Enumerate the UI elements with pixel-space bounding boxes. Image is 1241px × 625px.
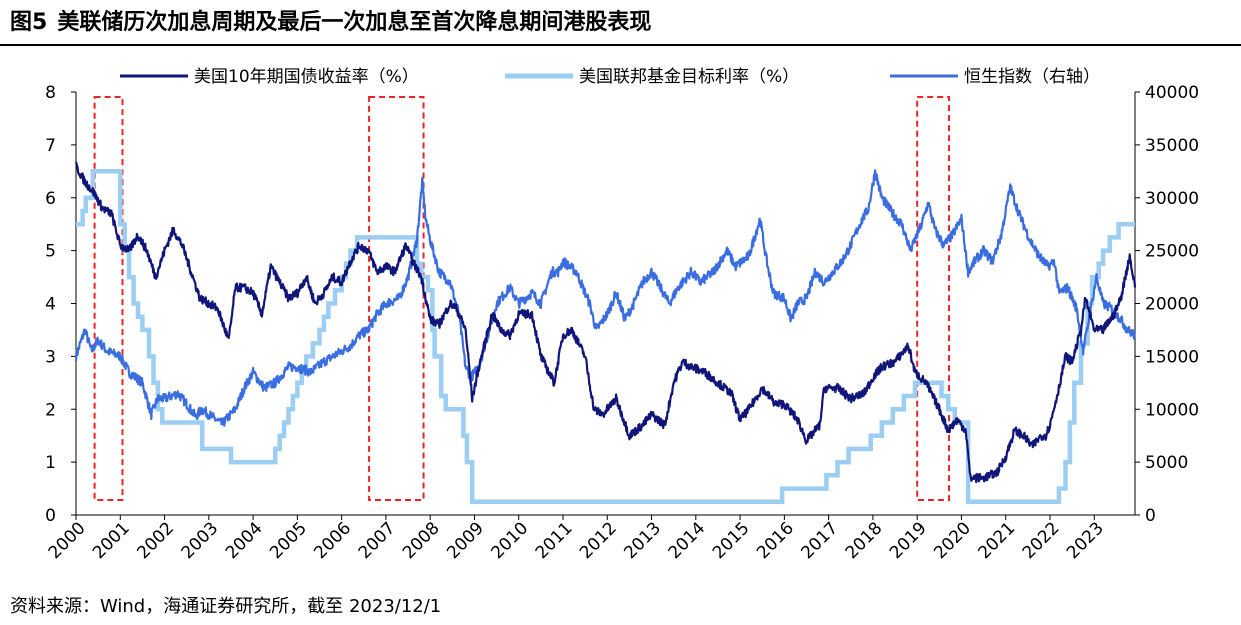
y-right-tick-label: 20000 <box>1145 295 1199 315</box>
x-tick-label: 2018 <box>842 518 887 563</box>
y-left-tick-label: 3 <box>45 347 56 367</box>
y-right-tick-label: 5000 <box>1145 453 1188 473</box>
figure-title: 图5 美联储历次加息周期及最后一次加息至首次降息期间港股表现 <box>10 6 651 40</box>
y-left-tick-label: 0 <box>45 506 56 526</box>
y-left-tick-label: 1 <box>45 453 56 473</box>
chart-axes: 0 1 2 3 4 5 6 7 8 0 5000 10000 15000 20000 25000 30000 3… <box>45 83 1199 563</box>
x-tick-label: 2015 <box>709 518 754 563</box>
source-note: 资料来源：Wind，海通证券研究所，截至 2023/12/1 <box>10 596 442 617</box>
x-tick-label: 2005 <box>266 518 311 563</box>
y-left-tick-label: 5 <box>45 242 56 262</box>
y-left-tick-label: 2 <box>45 400 56 420</box>
y-left-tick-label: 4 <box>45 295 56 315</box>
fed-target-rate-line <box>76 169 1135 505</box>
y-left-tick-label: 7 <box>45 136 56 156</box>
title-underline <box>0 44 1241 46</box>
y-right-tick-label: 25000 <box>1145 242 1199 262</box>
y-left-tick-label: 6 <box>45 189 56 209</box>
y-right-tick-label: 30000 <box>1145 189 1199 209</box>
x-tick-label: 2013 <box>620 518 665 563</box>
x-tick-label: 2001 <box>89 518 134 563</box>
highlight-boxes <box>93 96 951 501</box>
x-tick-label: 2011 <box>532 518 577 563</box>
figure-number: 图5 <box>10 10 48 35</box>
x-tick-label: 2010 <box>488 518 533 563</box>
hang-seng-index-line <box>74 169 1137 427</box>
x-tick-label: 2022 <box>1019 518 1064 563</box>
y-left-tick-label: 8 <box>45 83 56 103</box>
chart-legend: 美国10年期国债收益率（%） 美国联邦基金目标利率（%） 恒生指数（右轴） <box>120 67 1100 87</box>
figure-title-text: 美联储历次加息周期及最后一次加息至首次降息期间港股表现 <box>57 10 652 35</box>
x-tick-label: 2014 <box>665 518 710 563</box>
y-right-tick-label: 0 <box>1145 506 1156 526</box>
x-tick-label: 2007 <box>355 518 400 563</box>
y-right-tick-label: 40000 <box>1145 83 1199 103</box>
us-10y-treasury-line <box>74 161 1137 484</box>
x-tick-label: 2020 <box>930 518 975 563</box>
chart-series <box>74 161 1137 505</box>
y-right-tick-label: 15000 <box>1145 347 1199 367</box>
x-tick-label: 2012 <box>576 518 621 563</box>
rate-pause-highlight-box <box>916 96 951 501</box>
y-right-tick-label: 35000 <box>1145 136 1199 156</box>
x-tick-label: 2004 <box>222 518 267 563</box>
x-tick-label: 2006 <box>310 518 355 563</box>
x-tick-label: 2002 <box>133 518 178 563</box>
legend-us-10y-label: 美国10年期国债收益率（%） <box>194 67 419 87</box>
x-tick-label: 2019 <box>886 518 931 563</box>
x-tick-label: 2017 <box>797 518 842 563</box>
y-right-tick-label: 10000 <box>1145 400 1199 420</box>
x-tick-label: 2021 <box>975 518 1020 563</box>
x-tick-label: 2016 <box>753 518 798 563</box>
x-tick-label: 2023 <box>1063 518 1108 563</box>
x-tick-label: 2009 <box>443 518 488 563</box>
legend-hang-seng-label: 恒生指数（右轴） <box>964 67 1100 87</box>
rate-pause-highlight-box <box>368 96 425 501</box>
legend-fed-target-label: 美国联邦基金目标利率（%） <box>579 67 799 87</box>
x-tick-label: 2008 <box>399 518 444 563</box>
x-tick-label: 2003 <box>178 518 223 563</box>
rate-pause-highlight-box <box>93 96 124 501</box>
